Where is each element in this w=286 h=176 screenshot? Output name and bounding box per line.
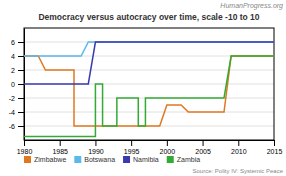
watermark: HumanProgress.org [220, 2, 283, 10]
chart-container: HumanProgress.org Source: Polity IV: Syst… [0, 0, 286, 176]
x-tick-mark [274, 140, 275, 146]
x-tick-label: 2000 [160, 148, 176, 155]
series-lines [24, 42, 274, 137]
legend-item: Botswana [74, 156, 115, 163]
y-tick: 0 [11, 81, 24, 88]
legend-label: Zimbabwe [34, 156, 66, 163]
chart-title: Democracy versus autocracy over time, sc… [38, 12, 259, 22]
x-tick-mark [60, 140, 61, 146]
legend-item: Namibia [123, 156, 159, 163]
y-tick: 4 [11, 53, 24, 60]
x-tick: 2015 [267, 140, 283, 155]
y-tick: 2 [11, 67, 24, 74]
y-tick-mark [18, 56, 24, 57]
x-tick-mark [167, 140, 168, 146]
y-tick-label: -6 [9, 123, 15, 130]
x-tick-label: 2005 [195, 148, 211, 155]
x-tick-mark [24, 140, 25, 146]
legend: Zimbabwe Botswana Namibia Zambia [24, 156, 200, 163]
series-line [24, 42, 274, 56]
y-tick-mark [18, 42, 24, 43]
x-tick-label: 1990 [88, 148, 104, 155]
x-tick: 1990 [88, 140, 104, 155]
y-tick-mark [18, 84, 24, 85]
y-tick: -2 [9, 95, 24, 102]
x-tick: 2010 [231, 140, 247, 155]
x-tick: 2005 [195, 140, 211, 155]
x-axis: 1980 1985 1990 1995 2000 2005 2010 2015 [17, 140, 283, 155]
x-tick: 1985 [52, 140, 68, 155]
x-tick-label: 2015 [267, 148, 283, 155]
series-line [24, 56, 274, 137]
series-line [24, 42, 274, 84]
legend-label: Namibia [133, 156, 159, 163]
grid [24, 42, 274, 126]
y-tick-mark [18, 98, 24, 99]
y-axis: -6 -4 -2 0 2 4 6 [9, 29, 25, 141]
y-tick: -6 [9, 123, 24, 130]
x-axis-line [25, 140, 275, 141]
legend-item: Zambia [167, 156, 200, 163]
y-tick-label: 4 [11, 53, 15, 60]
x-tick-mark [131, 140, 132, 146]
legend-label: Botswana [84, 156, 115, 163]
x-tick-label: 1980 [17, 148, 33, 155]
grid-line [24, 112, 274, 113]
y-tick: 6 [11, 39, 24, 46]
x-tick: 1995 [124, 140, 140, 155]
plot-area: 1980 1985 1990 1995 2000 2005 2010 2015 -6 -4 -2 0 2… [9, 28, 283, 155]
y-tick-label: 0 [11, 81, 15, 88]
x-tick-mark [95, 140, 96, 146]
legend-swatch [24, 156, 31, 163]
y-tick-mark [18, 112, 24, 113]
series-line [24, 56, 274, 126]
x-tick-label: 1985 [52, 148, 68, 155]
legend-label: Zambia [177, 156, 200, 163]
legend-swatch [167, 156, 174, 163]
legend-item: Zimbabwe [24, 156, 66, 163]
x-tick-mark [203, 140, 204, 146]
legend-swatch [123, 156, 130, 163]
y-tick-mark [18, 70, 24, 71]
x-tick: 1980 [17, 140, 33, 155]
x-tick-label: 2010 [231, 148, 247, 155]
x-tick-mark [238, 140, 239, 146]
chart-svg: HumanProgress.org Source: Polity IV: Syst… [0, 0, 286, 176]
y-tick-label: -4 [9, 109, 15, 116]
y-tick-label: 2 [11, 67, 15, 74]
legend-swatch [74, 156, 81, 163]
y-tick: -4 [9, 109, 24, 116]
x-tick-label: 1995 [124, 148, 140, 155]
y-tick-mark [18, 126, 24, 127]
y-tick-label: 6 [11, 39, 15, 46]
x-tick: 2000 [160, 140, 176, 155]
plot-frame [24, 28, 274, 140]
source-note: Source: Polity IV: Systemic Peace [193, 168, 284, 174]
y-tick-label: -2 [9, 95, 15, 102]
